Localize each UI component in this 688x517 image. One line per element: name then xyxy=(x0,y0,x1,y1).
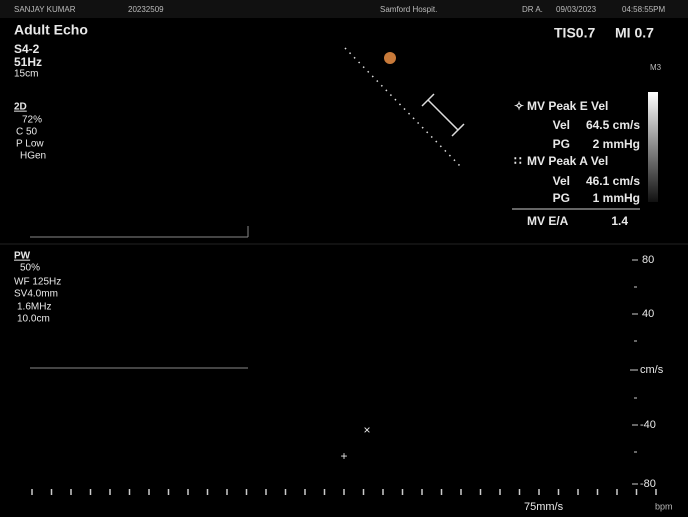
mode-pw: PW xyxy=(14,251,31,262)
frequency-2d: HGen xyxy=(20,151,46,162)
measure-title: ∷ xyxy=(514,154,522,168)
hospital: Samford Hospit. xyxy=(380,5,437,14)
depth-pw: 10.0cm xyxy=(17,314,50,325)
power: P Low xyxy=(16,139,44,150)
measure-label: Vel xyxy=(553,174,570,188)
measure-label: Vel xyxy=(553,118,570,132)
focus-marker xyxy=(384,52,396,64)
gain-pw: 50% xyxy=(20,263,40,274)
header-bar xyxy=(0,0,688,18)
map: M3 xyxy=(650,63,662,72)
probe: S4-2 xyxy=(14,42,40,56)
patient-id: 20232509 xyxy=(128,5,164,14)
scale-label: 80 xyxy=(642,254,654,266)
preset-title: Adult Echo xyxy=(14,22,88,38)
compression: C 50 xyxy=(16,127,38,138)
measure-label: PG xyxy=(553,137,570,151)
measure-value: 2 mmHg xyxy=(593,137,640,151)
gain-2d: 72% xyxy=(22,115,42,126)
scale-label: -80 xyxy=(640,478,656,490)
grayscale-bar xyxy=(648,92,658,202)
date: 09/03/2023 xyxy=(556,5,597,14)
scale-label: 40 xyxy=(642,308,654,320)
measure-value: 64.5 cm/s xyxy=(586,118,640,132)
heart-rate: bpm xyxy=(655,501,673,511)
time: 04:58:55PM xyxy=(622,5,665,14)
marker: × xyxy=(363,423,370,437)
measure-value: 1 mmHg xyxy=(593,191,640,205)
tis: TIS0.7 xyxy=(554,25,595,41)
measure-title: MV Peak A Vel xyxy=(527,154,608,168)
mode-2d: 2D xyxy=(14,102,27,113)
depth: 15cm xyxy=(14,69,38,80)
patient: SANJAY KUMAR xyxy=(14,5,76,14)
ratio-value: 1.4 xyxy=(611,214,628,228)
sample-gate xyxy=(421,93,465,137)
scale-unit: cm/s xyxy=(640,364,664,376)
measure-title: MV Peak E Vel xyxy=(527,99,608,113)
scale-label: -40 xyxy=(640,419,656,431)
measure-title: ✧ xyxy=(514,99,524,113)
doctor: DR A. xyxy=(522,5,543,14)
measure-value: 46.1 cm/s xyxy=(586,174,640,188)
measure-label: PG xyxy=(553,191,570,205)
mi: MI 0.7 xyxy=(615,25,654,41)
sweep-speed: 75mm/s xyxy=(524,501,564,513)
frame-rate: 51Hz xyxy=(14,55,42,69)
wall-filter: WF 125Hz xyxy=(14,277,61,288)
frequency-pw: 1.6MHz xyxy=(17,302,51,313)
ratio-label: MV E/A xyxy=(527,214,569,228)
time-ticks xyxy=(31,489,657,495)
sample-volume: SV4.0mm xyxy=(14,289,58,300)
scale-ticks xyxy=(630,259,638,485)
marker: + xyxy=(340,449,347,463)
